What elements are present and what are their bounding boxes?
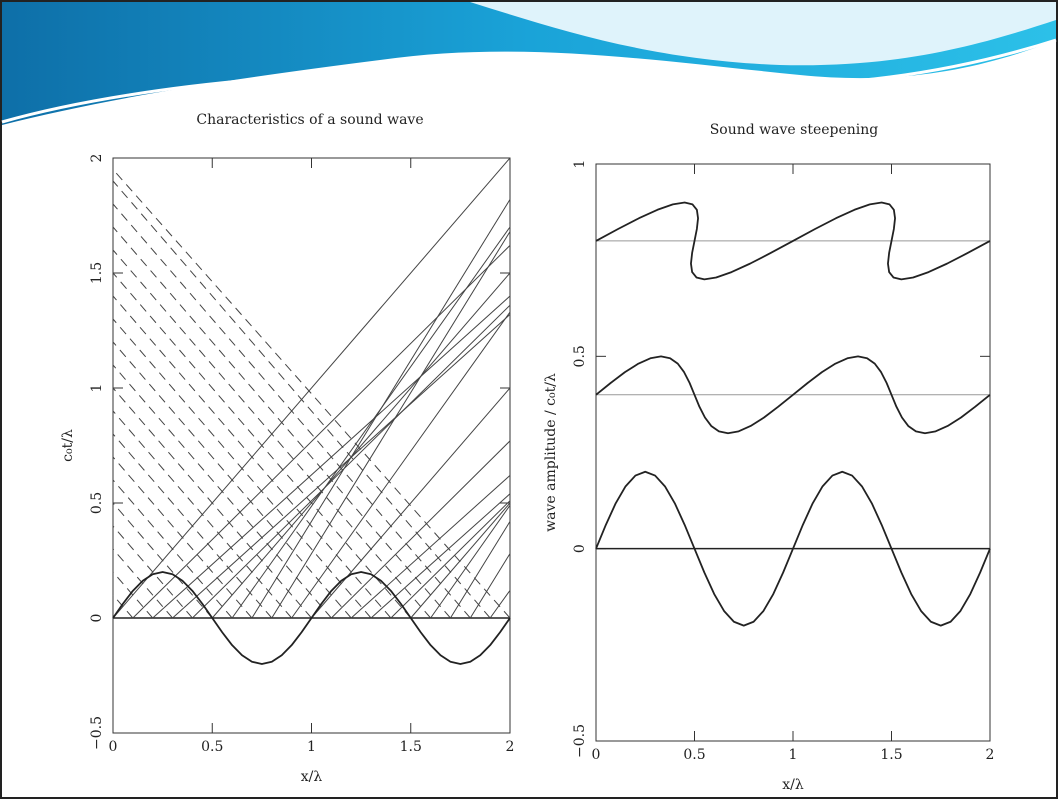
dashed-characteristic-line	[112, 479, 233, 619]
x-axis-label: x/λ	[301, 769, 323, 785]
wave-line	[595, 355, 991, 435]
y-tick-label: 0.5	[572, 345, 588, 367]
characteristic-line	[172, 314, 511, 619]
dashed-characteristic-line	[112, 456, 253, 619]
y-tick-label: 0.5	[89, 492, 105, 514]
y-tick-label: 2	[89, 154, 105, 163]
x-tick-label: 2	[986, 747, 995, 763]
characteristic-line	[350, 475, 511, 619]
header-swoosh	[470, 2, 1056, 66]
dashed-characteristic-line	[112, 295, 392, 619]
y-tick-label: −0.5	[89, 716, 105, 750]
dashed-characteristic-line	[112, 169, 511, 619]
dashed-characteristic-line	[112, 341, 352, 619]
characteristic-line	[330, 440, 511, 619]
dashed-characteristic-line	[112, 318, 372, 619]
dashed-characteristic-line	[112, 249, 431, 619]
x-tick-label: 1.5	[400, 739, 422, 755]
x-tick-label: 0.5	[683, 747, 705, 763]
x-tick-label: 0	[109, 739, 118, 755]
characteristic-line	[430, 505, 511, 619]
dashed-characteristic-line	[112, 364, 332, 619]
y-tick-label: 1	[572, 160, 588, 169]
characteristic-line	[311, 387, 511, 619]
characteristic-line	[291, 311, 511, 619]
y-tick-label: 1.5	[89, 262, 105, 284]
dashed-characteristic-line	[112, 502, 213, 619]
characteristic-line	[251, 199, 511, 619]
y-axis-label: wave amplitude / c₀t/λ	[543, 373, 559, 532]
dashed-characteristic-line	[112, 272, 412, 619]
characteristic-line	[132, 245, 511, 619]
dashed-characteristic-line	[112, 548, 173, 619]
x-tick-label: 1	[789, 747, 798, 763]
x-tick-label: 2	[506, 739, 515, 755]
dashed-characteristic-line	[112, 525, 193, 619]
chart-title: Characteristics of a sound wave	[196, 112, 423, 128]
characteristic-line	[192, 304, 511, 619]
characteristic-line	[390, 500, 511, 619]
characteristic-line	[112, 157, 511, 619]
characteristic-line	[489, 590, 511, 619]
characteristic-line	[370, 493, 511, 619]
header-line	[1, 38, 1057, 124]
y-tick-label: −0.5	[572, 724, 588, 758]
dashed-characteristic-line	[112, 180, 491, 619]
x-tick-label: 1.5	[880, 747, 902, 763]
x-tick-label: 0.5	[201, 739, 223, 755]
x-tick-label: 0	[592, 747, 601, 763]
dashed-characteristic-line	[112, 387, 312, 619]
wave-line	[595, 201, 991, 281]
x-axis-label: x/λ	[782, 777, 804, 793]
dashed-characteristic-line	[112, 203, 471, 619]
y-tick-label: 0	[89, 614, 105, 623]
dashed-characteristic-line	[112, 594, 134, 619]
characteristic-line	[410, 502, 511, 619]
characteristic-line	[469, 553, 511, 619]
dashed-characteristic-line	[112, 433, 273, 619]
y-tick-label: 1	[89, 384, 105, 393]
chart-title: Sound wave steepening	[710, 122, 879, 138]
dashed-characteristic-line	[112, 571, 154, 619]
characteristic-line	[271, 231, 511, 619]
x-tick-label: 1	[307, 739, 316, 755]
y-tick-label: 0	[572, 544, 588, 553]
characteristic-line	[231, 226, 511, 619]
wave-line	[112, 571, 511, 665]
y-axis-label: c₀t/λ	[60, 429, 76, 462]
dashed-characteristic-line	[112, 410, 293, 619]
characteristic-line	[450, 521, 511, 619]
dashed-characteristic-line	[112, 226, 451, 619]
wave-line	[595, 470, 991, 627]
